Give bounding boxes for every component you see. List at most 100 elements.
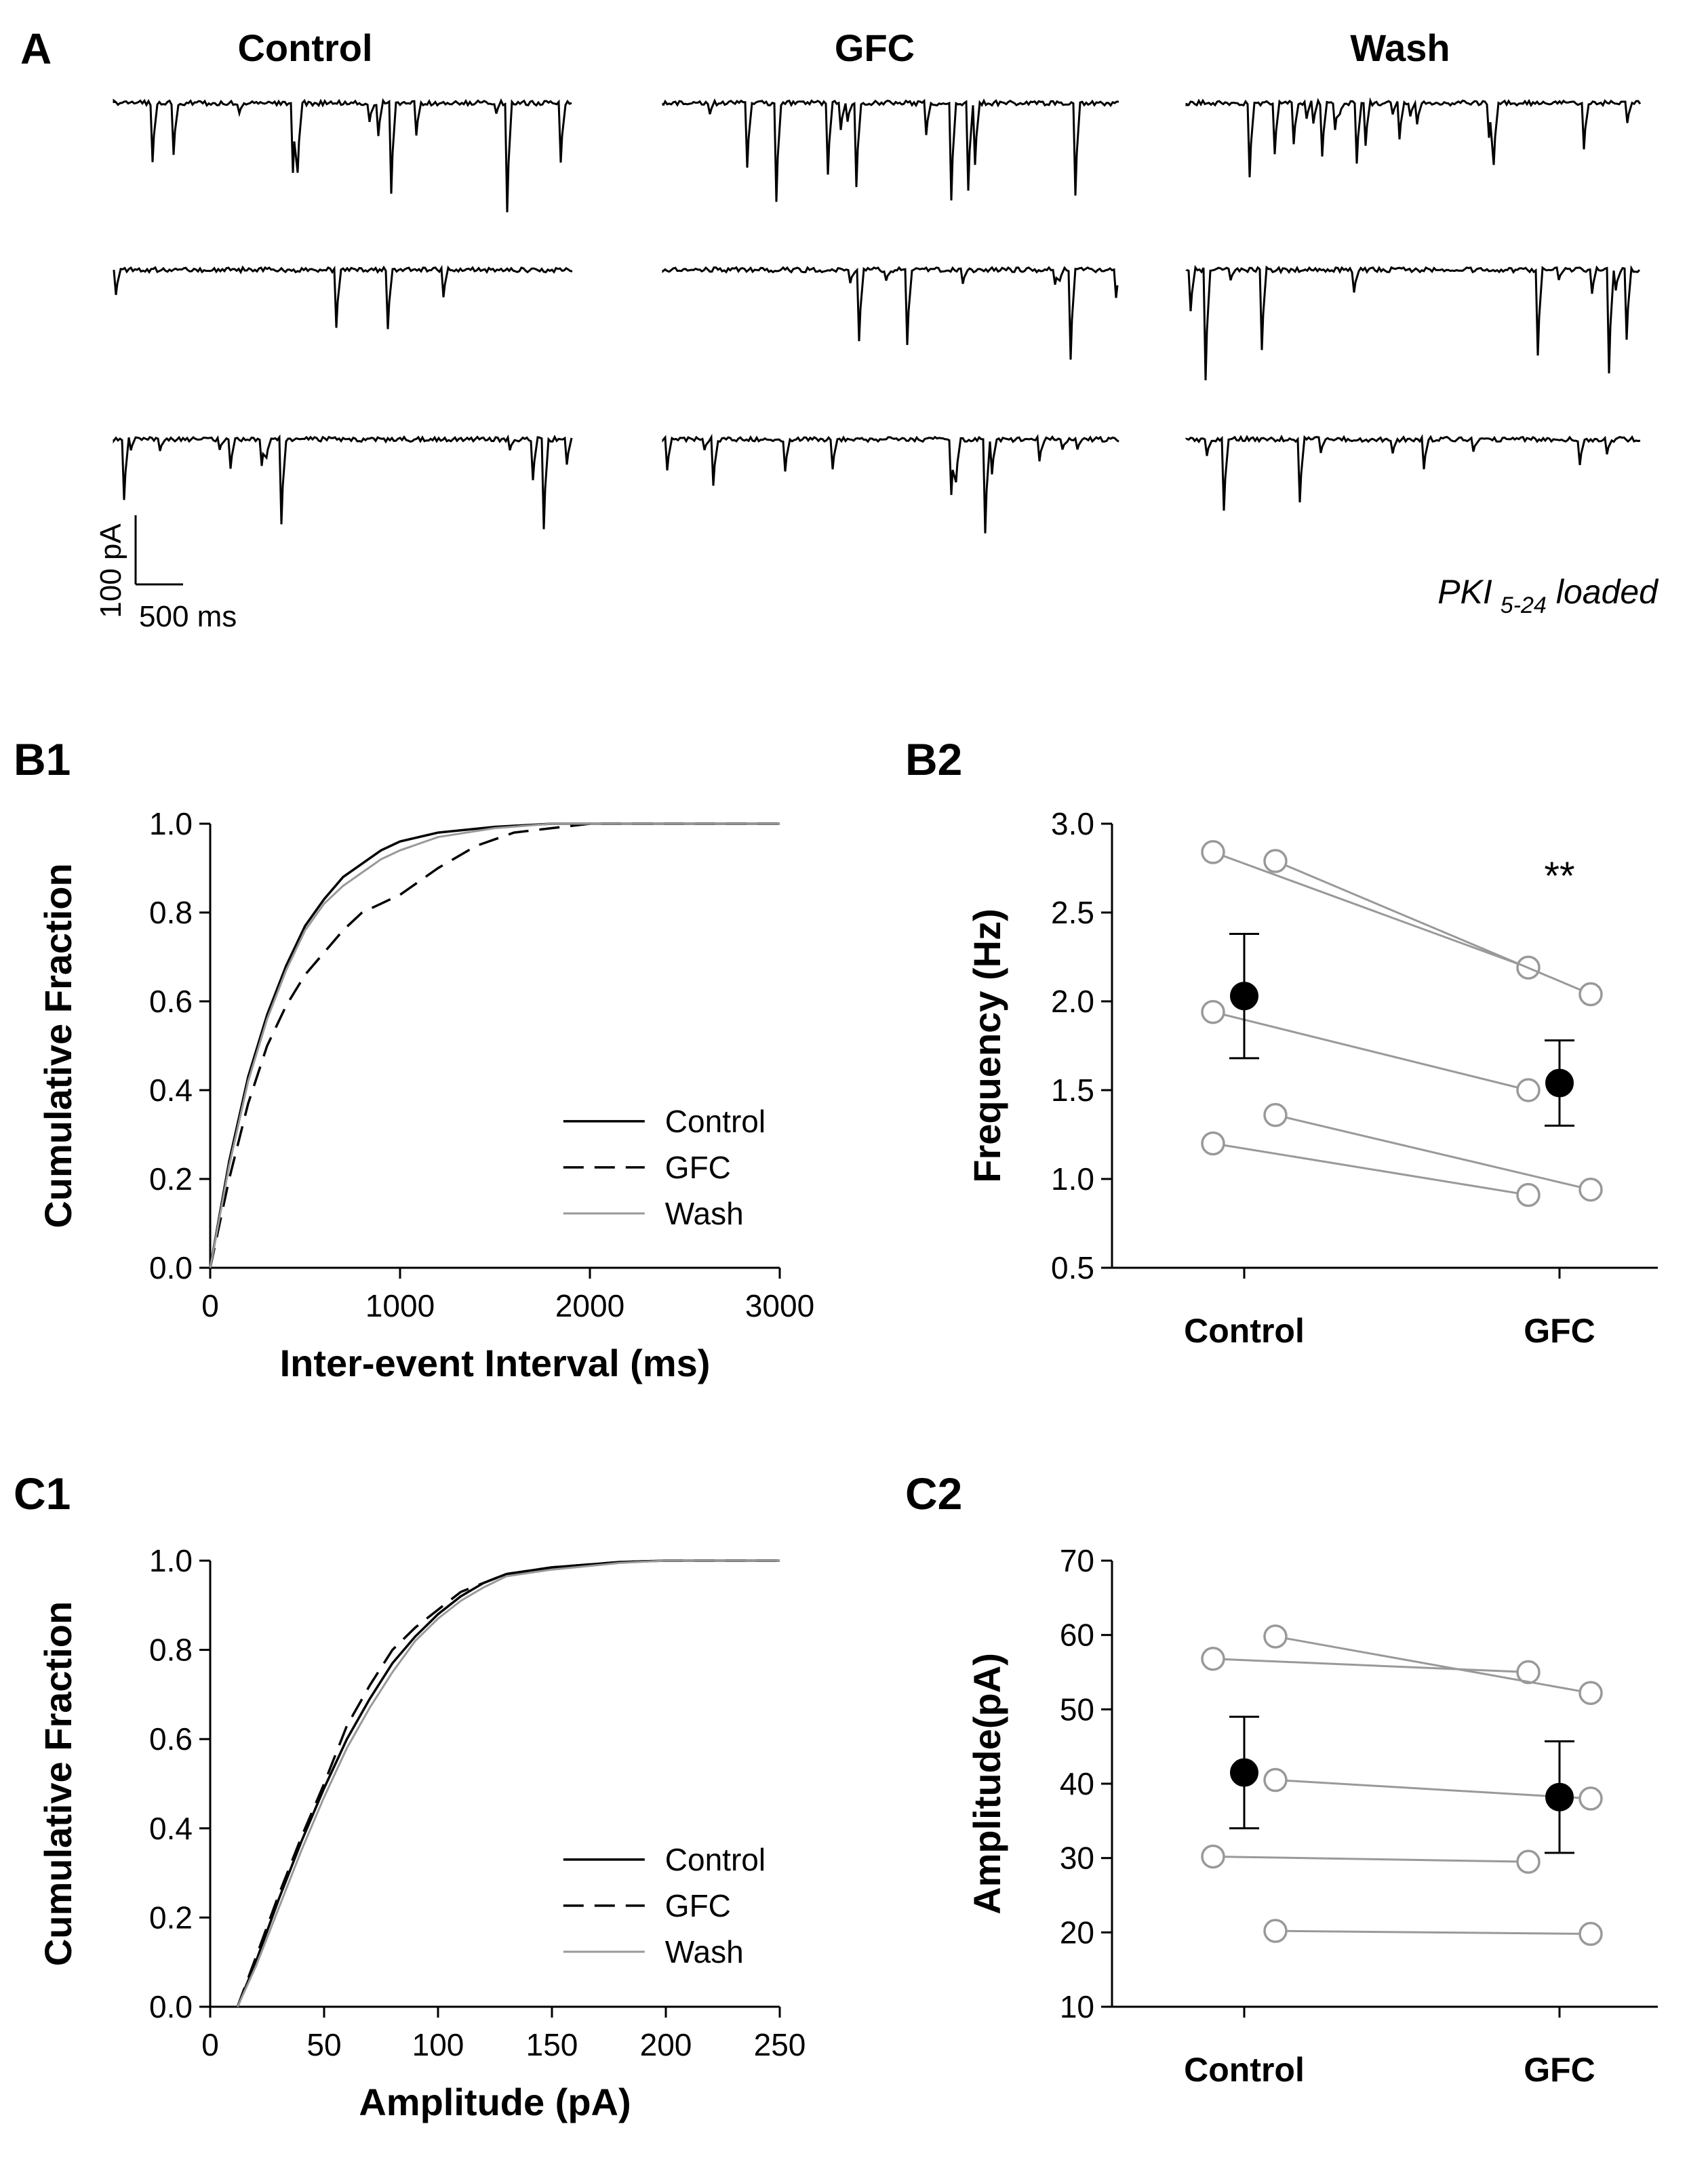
individual-point [1263, 849, 1288, 873]
panel-label-b1: B1 [14, 734, 71, 784]
y-tick-label: 0.6 [149, 984, 193, 1019]
y-tick-label: 0.0 [149, 1250, 193, 1285]
y-tick-label: 1.0 [1051, 1161, 1094, 1197]
individual-point [1516, 1849, 1541, 1874]
individual-point [1263, 1767, 1288, 1793]
individual-point [1201, 1647, 1225, 1671]
x-category-label: GFC [1524, 2051, 1595, 2089]
legend-label-control: Control [665, 1104, 766, 1139]
y-tick-label: 1.0 [149, 806, 193, 841]
trace-wash-1 [1185, 97, 1642, 178]
y-tick-label: 0.2 [149, 1900, 193, 1935]
series-line-gfc [236, 1559, 780, 2007]
panel-label-a: A [20, 24, 52, 73]
individual-point [1578, 1177, 1603, 1202]
individual-pair-line [1212, 1142, 1529, 1197]
x-tick-label: 0 [201, 1288, 219, 1323]
mean-point [1230, 982, 1258, 1011]
individual-point [1578, 982, 1603, 1007]
x-category-label: Control [1184, 2051, 1305, 2089]
x-tick-label: 0 [201, 2027, 219, 2062]
trace-column-gfc: GFC [835, 26, 915, 69]
mean-point [1230, 1758, 1258, 1787]
y-tick-label: 2.5 [1051, 895, 1094, 930]
series-line-wash [236, 1559, 780, 2007]
legend-label-control: Control [665, 1842, 766, 1877]
y-tick-label: 2.0 [1051, 984, 1094, 1019]
individual-point [1263, 1919, 1288, 1943]
individual-pair-line [1275, 860, 1591, 995]
chart-c1-amplitude-cdf: 0.0 0.2 0.4 0.6 0.8 1.0 0 50 100 150 200 250 Amplitu… [37, 1543, 806, 2123]
x-axis-title: Amplitude (pA) [359, 2081, 631, 2123]
individual-pair-line [1275, 1929, 1591, 1936]
y-axis-title: Cumulative Fraction [37, 863, 79, 1228]
series-line-wash [209, 822, 780, 1268]
y-tick-label: 70 [1060, 1543, 1094, 1578]
individual-pair-line [1275, 1779, 1591, 1800]
legend-label-wash: Wash [665, 1196, 744, 1231]
significance-marker: ** [1544, 854, 1574, 898]
y-tick-label: 30 [1060, 1841, 1094, 1876]
individual-pair-line [1212, 1011, 1529, 1092]
y-tick-label: 1.5 [1051, 1073, 1094, 1108]
scale-bar-x-label: 500 ms [139, 600, 237, 633]
y-tick-label: 20 [1060, 1915, 1094, 1950]
y-axis-title: Frequency (Hz) [966, 908, 1008, 1183]
individual-point [1516, 1078, 1541, 1102]
y-tick-label: 0.4 [149, 1811, 193, 1846]
trace-wash-3 [1185, 434, 1641, 511]
panel-label-c1: C1 [14, 1468, 71, 1519]
individual-point [1201, 999, 1225, 1024]
chart-b2-frequency: 0.5 1.0 1.5 2.0 2.5 3.0 Control GFC Frequency (H… [966, 806, 1658, 1350]
y-tick-label: 50 [1060, 1691, 1094, 1727]
current-traces [113, 97, 1642, 534]
trace-control-2 [113, 264, 573, 329]
individual-pair-line [1212, 1855, 1529, 1863]
pki-note: PKI 5-24 loaded [1437, 573, 1659, 618]
y-tick-label: 3.0 [1051, 806, 1094, 841]
x-tick-label: 150 [526, 2027, 578, 2062]
individual-pair-line [1212, 851, 1529, 969]
individual-point [1578, 1786, 1603, 1811]
individual-point [1201, 840, 1225, 864]
trace-column-wash: Wash [1350, 26, 1450, 69]
trace-wash-2 [1185, 264, 1641, 380]
x-category-label: GFC [1524, 1312, 1595, 1350]
x-tick-label: 250 [754, 2027, 806, 2062]
trace-control-3 [113, 434, 573, 529]
trace-gfc-2 [662, 266, 1119, 360]
x-tick-label: 100 [412, 2027, 464, 2062]
mean-point [1545, 1068, 1574, 1098]
chart-c2-amplitude: 10 20 30 40 50 60 70 Control GFC Amplitude(pA) [966, 1543, 1658, 2089]
x-tick-label: 50 [306, 2027, 341, 2062]
legend-label-wash: Wash [665, 1934, 744, 1969]
mean-point [1545, 1782, 1574, 1811]
y-tick-label: 0.2 [149, 1161, 193, 1197]
x-tick-label: 1000 [365, 1288, 435, 1323]
x-axis-title: Inter-event Interval (ms) [280, 1342, 711, 1384]
trace-gfc-3 [662, 433, 1119, 534]
individual-point [1263, 1102, 1288, 1127]
individual-point [1201, 1131, 1225, 1156]
chart-b1-interevent-cdf: 0.0 0.2 0.4 0.6 0.8 1.0 0 1000 2000 3000 Inter-eve… [37, 806, 814, 1384]
x-tick-label: 3000 [745, 1288, 814, 1323]
y-tick-label: 0.6 [149, 1721, 193, 1757]
y-tick-label: 0.8 [149, 895, 193, 930]
y-tick-label: 0.0 [149, 1989, 193, 2024]
scale-bar [134, 515, 183, 586]
y-tick-label: 1.0 [149, 1543, 193, 1578]
scale-bar-y-label: 100 pA [94, 523, 127, 618]
legend-label-gfc: GFC [665, 1888, 731, 1923]
x-tick-label: 200 [640, 2027, 692, 2062]
y-axis-title: Amplitude(pA) [966, 1653, 1008, 1915]
individual-point [1263, 1624, 1288, 1649]
legend-label-gfc: GFC [665, 1150, 731, 1185]
individual-point [1578, 1921, 1603, 1946]
trace-control-1 [113, 98, 572, 213]
y-tick-label: 0.4 [149, 1073, 193, 1108]
individual-pair-line [1212, 1658, 1529, 1673]
individual-point [1201, 1844, 1225, 1869]
panel-label-c2: C2 [905, 1468, 962, 1519]
panel-label-b2: B2 [905, 734, 962, 784]
